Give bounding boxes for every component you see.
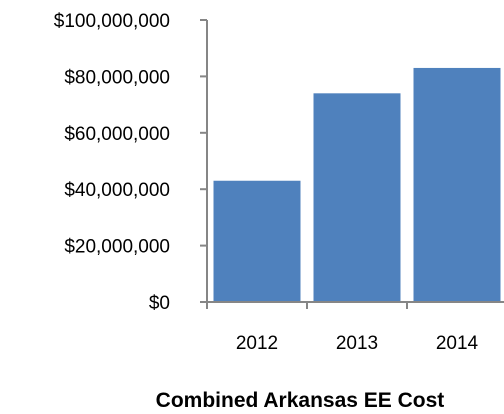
bars [213,67,501,302]
x-axis-ticks [206,302,408,309]
x-tick-label: 2012 [236,333,278,354]
y-tick-label: $20,000,000 [64,237,170,258]
y-axis-tick-labels: $0 $20,000,000 $40,000,000 $60,000,000 $80,0… [54,11,170,314]
bar-2014 [413,67,501,302]
bar-2013 [313,93,401,302]
y-tick-label: $60,000,000 [64,124,170,145]
y-tick-label: $80,000,000 [64,67,170,88]
y-axis-ticks [200,19,207,303]
x-tick-label: 2014 [436,333,479,354]
y-tick-label: $100,000,000 [54,11,170,32]
y-tick-label: $40,000,000 [64,180,170,201]
x-axis-title: Combined Arkansas EE Cost [156,389,445,412]
x-tick-label: 2013 [336,333,378,354]
x-axis-tick-labels: 2012 2013 2014 [236,333,479,354]
y-tick-label: $0 [149,293,170,314]
bar-2012 [213,180,301,302]
